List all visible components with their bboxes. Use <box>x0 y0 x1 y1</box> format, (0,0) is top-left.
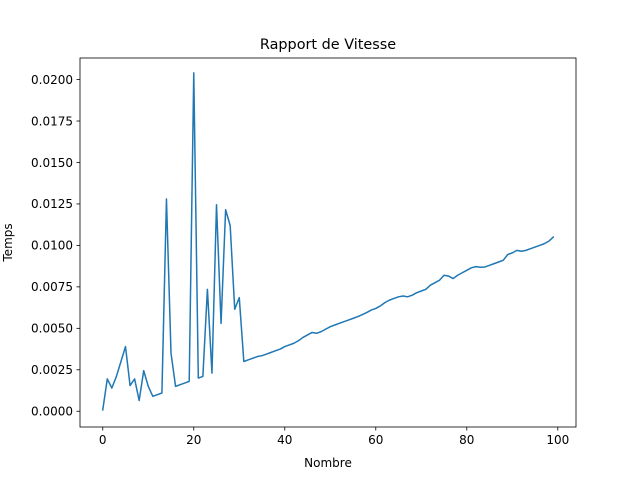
y-tick-label: 0.0125 <box>31 197 73 211</box>
x-tick-label: 40 <box>277 433 292 447</box>
plot-area-frame <box>79 57 577 428</box>
y-tick-label: 0.0000 <box>31 405 73 419</box>
x-tick-label: 100 <box>546 433 569 447</box>
y-tick-label: 0.0075 <box>31 280 73 294</box>
y-tick-label: 0.0025 <box>31 363 73 377</box>
x-tick-label: 20 <box>186 433 201 447</box>
x-axis-title: Nombre <box>304 456 352 470</box>
series-line <box>101 72 555 411</box>
y-tick-label: 0.0100 <box>31 239 73 253</box>
x-tick-label: 80 <box>459 433 474 447</box>
plot-area-background <box>80 58 576 427</box>
x-tick-label: 0 <box>99 433 107 447</box>
y-axis-ticks: 0.0000 0.0025 0.0050 0.0075 0.0100 0.0125 0.01… <box>31 73 80 419</box>
y-tick-label: 0.0050 <box>31 322 73 336</box>
x-axis-ticks: 0 20 40 60 80 100 <box>99 427 569 447</box>
y-tick-label: 0.0200 <box>31 73 73 87</box>
y-tick-label: 0.0150 <box>31 156 73 170</box>
y-tick-label: 0.0175 <box>31 114 73 128</box>
chart-title: Rapport de Vitesse <box>260 37 396 53</box>
x-tick-label: 60 <box>368 433 383 447</box>
y-axis-title: Temps <box>1 223 15 262</box>
